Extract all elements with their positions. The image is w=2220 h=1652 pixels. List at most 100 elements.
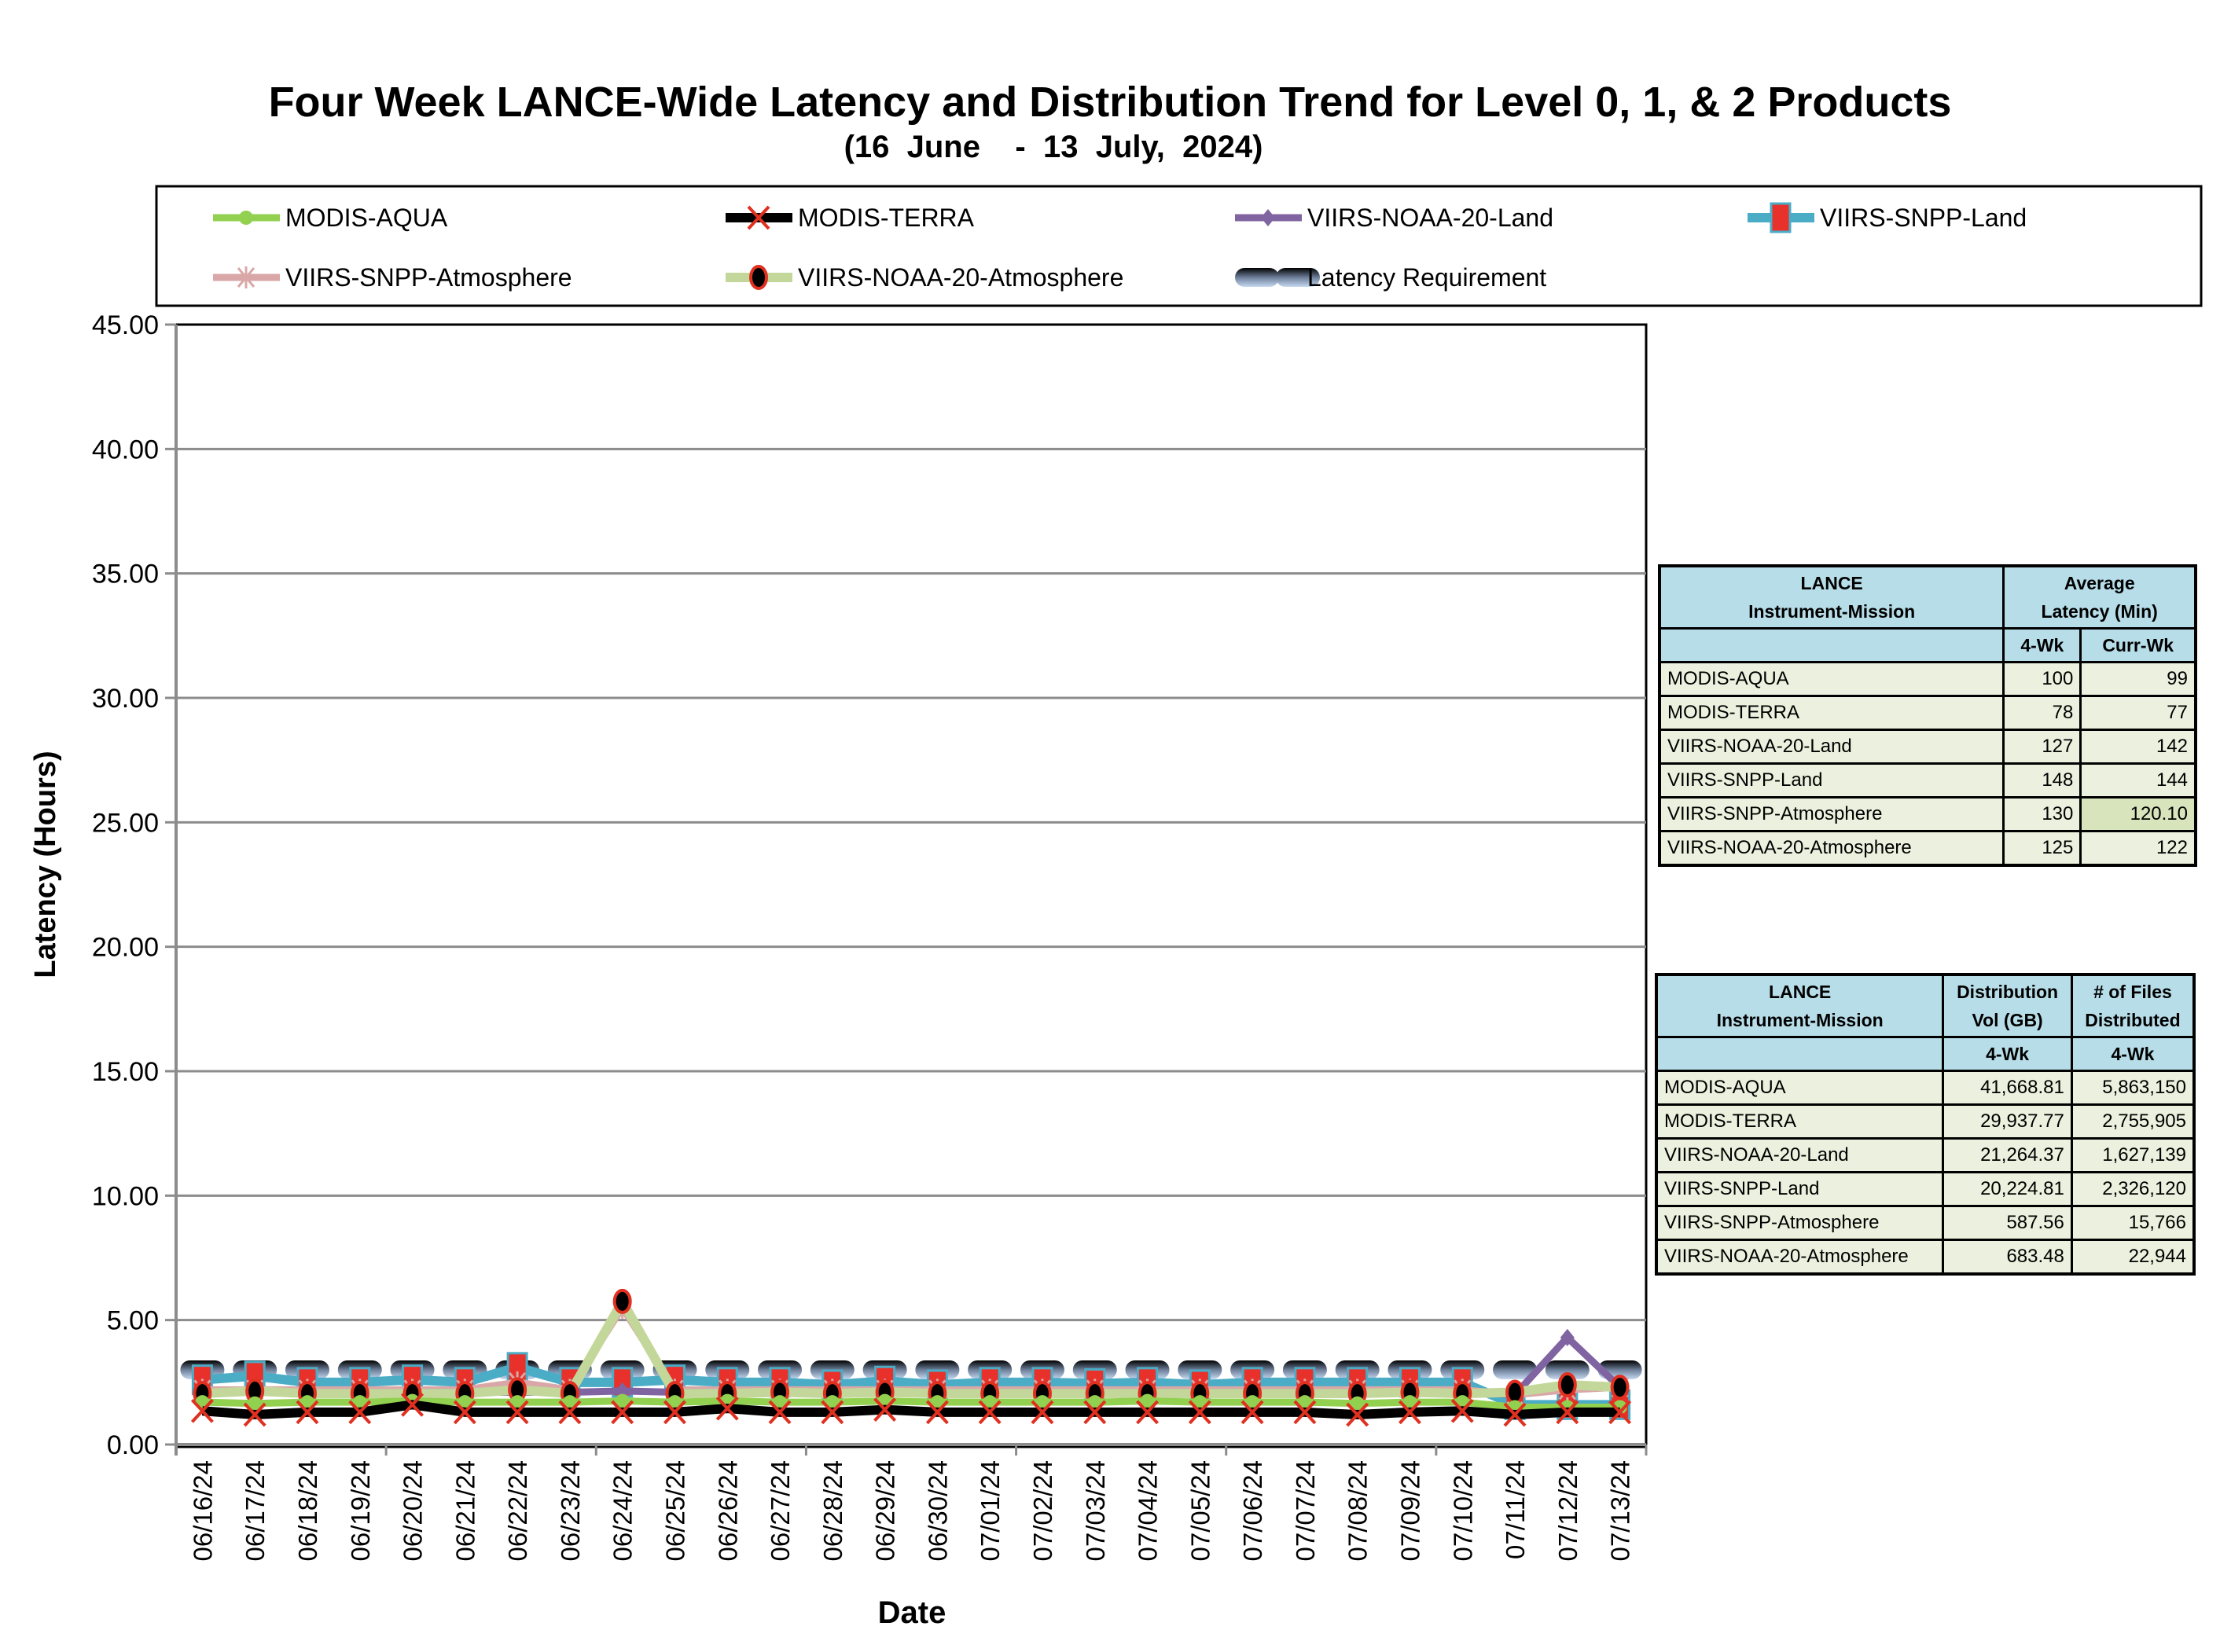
data-point — [1545, 1360, 1590, 1379]
table-row: VIIRS-SNPP-Land 148 144 — [1658, 762, 2197, 798]
instrument-cell: MODIS-AQUA — [1655, 1070, 1945, 1106]
table-row: MODIS-AQUA 100 99 — [1658, 661, 2197, 697]
files-cell: 2,326,120 — [2070, 1171, 2196, 1207]
data-point — [983, 1395, 998, 1410]
series-viirs-noaa-20-atmosphere — [193, 1288, 1630, 1407]
data-point — [612, 1288, 632, 1314]
table-row: VIIRS-SNPP-Atmosphere 587.56 15,766 — [1655, 1205, 2196, 1241]
files-cell: 1,627,139 — [2070, 1137, 2196, 1173]
data-point — [1031, 1400, 1054, 1425]
x-tick-label: 07/05/24 — [1185, 1460, 1215, 1561]
legend-item: VIIRS-NOAA-20-Land — [1235, 204, 1553, 232]
instrument-cell: MODIS-TERRA — [1658, 695, 2005, 731]
data-point — [821, 1400, 844, 1425]
x-tick-label: 06/23/24 — [556, 1460, 585, 1561]
instrument-cell: VIIRS-NOAA-20-Land — [1658, 729, 2005, 765]
header-line: LANCE — [1800, 573, 1863, 593]
x-tick-label: 06/26/24 — [713, 1460, 742, 1561]
y-axis-label: Latency (Hours) — [29, 751, 62, 978]
header-latency: Average Latency (Min) — [2002, 564, 2197, 630]
legend-marker — [1276, 268, 1320, 287]
legend-marker — [237, 266, 255, 288]
x-axis-ticks: 06/16/24 06/17/24 06/18/24 06/19/24 06/20/24… — [175, 1445, 1648, 1561]
volume-cell: 20,224.81 — [1942, 1171, 2073, 1207]
header-currwk: Curr-Wk — [2079, 627, 2197, 663]
y-tick-label: 45.00 — [92, 310, 159, 340]
latency-currwk-cell: 122 — [2079, 830, 2197, 867]
legend-label: Latency Requirement — [1307, 263, 1546, 292]
data-point — [458, 1395, 472, 1410]
data-point — [1503, 1402, 1527, 1427]
legend-marker — [239, 211, 253, 225]
data-point — [1350, 1396, 1365, 1411]
instrument-cell: MODIS-TERRA — [1655, 1103, 1945, 1140]
data-point — [1610, 1375, 1630, 1401]
legend-marker — [1235, 268, 1279, 287]
data-point — [1193, 1395, 1207, 1410]
volume-cell: 587.56 — [1942, 1205, 2073, 1241]
data-point — [401, 1392, 425, 1417]
table-row: VIIRS-NOAA-20-Land 127 142 — [1658, 729, 2197, 765]
header-4wk: 4-Wk — [2002, 627, 2082, 663]
table-row: VIIRS-SNPP-Atmosphere 130 120.10 — [1658, 796, 2197, 832]
data-point — [190, 1398, 214, 1423]
legend-marker — [1770, 202, 1792, 233]
latency-currwk-cell: 142 — [2079, 729, 2197, 765]
data-point — [978, 1400, 1002, 1425]
x-tick-label: 07/06/24 — [1238, 1460, 1267, 1561]
data-point — [1557, 1372, 1577, 1397]
latency-4wk-cell: 78 — [2002, 695, 2082, 731]
series-line — [201, 1362, 1620, 1410]
x-tick-label: 07/04/24 — [1134, 1460, 1163, 1561]
latency-4wk-cell: 125 — [2002, 830, 2082, 867]
x-tick-label: 06/28/24 — [818, 1460, 847, 1561]
data-point — [1346, 1402, 1369, 1427]
average-latency-table: LANCE Instrument-Mission Average Latency (… — [1658, 564, 2197, 867]
files-cell: 2,755,905 — [2070, 1103, 2196, 1140]
header-4wk: 4-Wk — [1942, 1036, 2073, 1072]
x-tick-label: 07/03/24 — [1081, 1460, 1110, 1561]
data-point — [248, 1396, 263, 1411]
header-line: Instrument-Mission — [1748, 601, 1916, 622]
data-point — [1140, 1393, 1155, 1408]
legend-label: MODIS-TERRA — [798, 204, 975, 232]
data-point — [1505, 1379, 1525, 1405]
x-tick-label: 06/16/24 — [188, 1460, 217, 1561]
x-axis-label: Date — [878, 1595, 946, 1630]
legend: MODIS-AQUA MODIS-TERRA VIIRS-NOAA-20-Land V… — [213, 202, 2027, 292]
legend-label: VIIRS-NOAA-20-Atmosphere — [798, 263, 1123, 292]
x-tick-label: 06/21/24 — [450, 1460, 480, 1561]
header-blank — [1658, 627, 2005, 663]
y-tick-label: 25.00 — [92, 808, 159, 838]
x-tick-label: 06/24/24 — [608, 1460, 638, 1561]
instrument-cell: VIIRS-SNPP-Atmosphere — [1655, 1205, 1945, 1241]
latency-4wk-cell: 148 — [2002, 762, 2082, 798]
data-point — [611, 1400, 634, 1425]
data-point — [1083, 1400, 1107, 1425]
instrument-cell: MODIS-AQUA — [1658, 661, 2005, 697]
legend-box — [155, 185, 2203, 307]
x-tick-label: 06/29/24 — [871, 1460, 900, 1561]
legend-label: VIIRS-NOAA-20-Land — [1307, 204, 1553, 232]
legend-item: VIIRS-SNPP-Atmosphere — [213, 263, 572, 292]
legend-item: MODIS-TERRA — [726, 204, 975, 232]
series-group — [180, 1288, 1642, 1427]
instrument-cell: VIIRS-SNPP-Atmosphere — [1658, 796, 2005, 832]
table-row: VIIRS-NOAA-20-Atmosphere 125 122 — [1658, 830, 2197, 867]
gridlines: 0.00 5.00 10.00 15.00 20.00 25.00 30.00 35.00 40… — [92, 310, 1646, 1460]
legend-item: VIIRS-SNPP-Land — [1748, 202, 2027, 233]
data-point — [925, 1400, 949, 1425]
data-point — [1402, 1395, 1417, 1410]
legend-marker — [749, 265, 768, 290]
data-point — [510, 1395, 525, 1410]
header-line: Average — [2064, 573, 2135, 593]
data-point — [1136, 1400, 1160, 1425]
data-point — [768, 1400, 792, 1425]
y-tick-label: 15.00 — [92, 1057, 159, 1087]
data-point — [558, 1400, 582, 1425]
data-point — [352, 1395, 367, 1410]
data-point — [1245, 1395, 1260, 1410]
legend-marker — [747, 205, 770, 230]
instrument-cell: VIIRS-SNPP-Land — [1658, 762, 2005, 798]
